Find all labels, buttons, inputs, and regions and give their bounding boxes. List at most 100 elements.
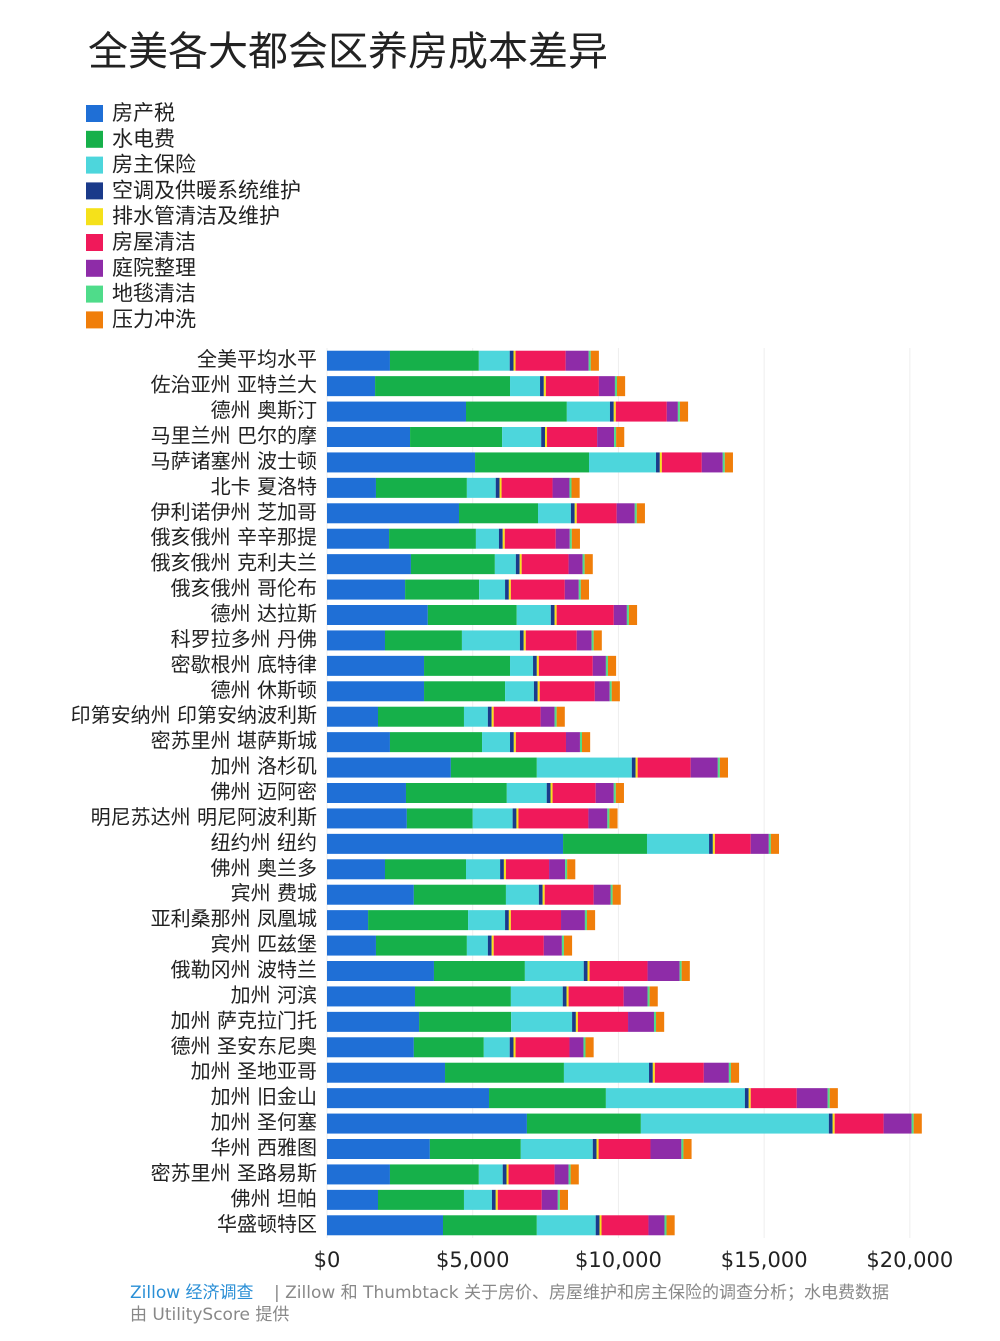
bar-segment (563, 833, 647, 854)
x-tick-label: $20,000 (866, 1248, 953, 1272)
bar-segment (834, 1113, 884, 1134)
bar-segment (505, 884, 539, 905)
bar-segment (578, 579, 581, 600)
bar-segment (596, 1139, 599, 1159)
bar-segment (544, 884, 594, 905)
bar-segment (583, 1037, 586, 1058)
bar-segment (566, 401, 610, 422)
bar-segment (378, 706, 464, 727)
bar-segment (505, 681, 534, 702)
bar-segment (327, 1164, 390, 1185)
bar-segment (562, 986, 567, 1007)
bar-segment (491, 1189, 496, 1210)
bar-segment (327, 681, 425, 702)
y-tick-label: 伊利诺伊州 芝加哥 (151, 500, 317, 524)
bar-segment (515, 350, 566, 371)
bar-segment (584, 910, 587, 931)
bar-segment (635, 757, 638, 778)
bar-segment (588, 808, 608, 829)
bar-segment (768, 833, 771, 854)
bar-segment (466, 935, 488, 956)
bar-segment (570, 503, 575, 524)
x-tick-label: $15,000 (721, 1248, 808, 1272)
bar-segment (628, 1011, 654, 1032)
bar-segment (502, 528, 505, 549)
legend-swatch (86, 311, 103, 329)
bar-segment (555, 528, 570, 549)
bar-segment (513, 732, 516, 753)
y-tick-label: 马萨诸塞州 波士顿 (151, 449, 317, 473)
bar-segment (609, 808, 618, 829)
bar-segment (327, 706, 378, 727)
bar-segment (583, 961, 588, 981)
bar-segment (592, 1139, 597, 1159)
bar-segment (649, 1062, 653, 1083)
bar-segment (375, 376, 511, 397)
legend-swatch (86, 156, 103, 174)
bar-segment (327, 1011, 420, 1032)
bar-segment (327, 961, 434, 981)
bar-segment (468, 910, 506, 931)
bar-segment (549, 859, 566, 880)
bar-segment (520, 1139, 593, 1159)
bar-segment (829, 1088, 838, 1109)
bar-segment (568, 1164, 571, 1185)
bar-segment (413, 884, 506, 905)
bar-segment (536, 757, 632, 778)
bar-segment (510, 376, 541, 397)
bar-segment (614, 427, 617, 447)
bar-segment (565, 859, 568, 880)
y-tick-label: 德州 奥斯汀 (211, 398, 317, 422)
bar-segment (656, 452, 660, 473)
bar-segment (593, 884, 611, 905)
legend-swatch (86, 259, 103, 277)
bar-segment (567, 859, 576, 880)
bar-segment (561, 910, 585, 931)
bar-segment (538, 884, 543, 905)
y-tick-label: 宾州 费城 (231, 881, 317, 905)
bar-segment (631, 757, 636, 778)
bar-segment (664, 1215, 667, 1236)
bar-segment (511, 1011, 573, 1032)
bar-segment (590, 350, 599, 371)
bar-segment (327, 732, 390, 753)
bar-segment (475, 528, 499, 549)
bar-segment (714, 833, 751, 854)
bar-segment (636, 503, 645, 524)
bar-segment (679, 401, 689, 422)
bar-segment (327, 783, 406, 803)
bar-segment (472, 808, 513, 829)
bar-segment (523, 630, 526, 651)
bar-segment (564, 579, 579, 600)
bar-segment (503, 859, 506, 880)
bar-segment (327, 528, 390, 549)
bar-segment (654, 1062, 704, 1083)
bar-segment (424, 655, 511, 676)
bar-segment (544, 427, 548, 447)
bar-segment (559, 1189, 569, 1210)
legend-swatch (86, 285, 103, 303)
bar-segment (533, 655, 537, 676)
bar-segment (637, 757, 691, 778)
bar-segment (327, 1189, 378, 1210)
bar-segment (575, 1011, 578, 1032)
bar-segment (327, 655, 425, 676)
legend-label: 房屋清洁 (112, 230, 196, 254)
y-tick-label: 密苏里州 圣路易斯 (151, 1161, 317, 1185)
bar-segment (595, 783, 614, 803)
bar-segment (433, 961, 525, 981)
bar-segment (580, 579, 589, 600)
bar-segment (463, 706, 488, 727)
bar-segment (509, 350, 514, 371)
bar-segment (368, 910, 469, 931)
bar-segment (623, 986, 648, 1007)
bar-segment (495, 477, 500, 498)
y-tick-label: 佛州 坦帕 (231, 1186, 317, 1210)
bar-segment (750, 1088, 797, 1109)
bar-segment (327, 376, 376, 397)
bar-segment (572, 1011, 576, 1032)
bar-segment (327, 1113, 527, 1134)
x-tick-label: $0 (314, 1248, 341, 1272)
x-tick-label: $10,000 (575, 1248, 662, 1272)
bar-segment (429, 1139, 521, 1159)
